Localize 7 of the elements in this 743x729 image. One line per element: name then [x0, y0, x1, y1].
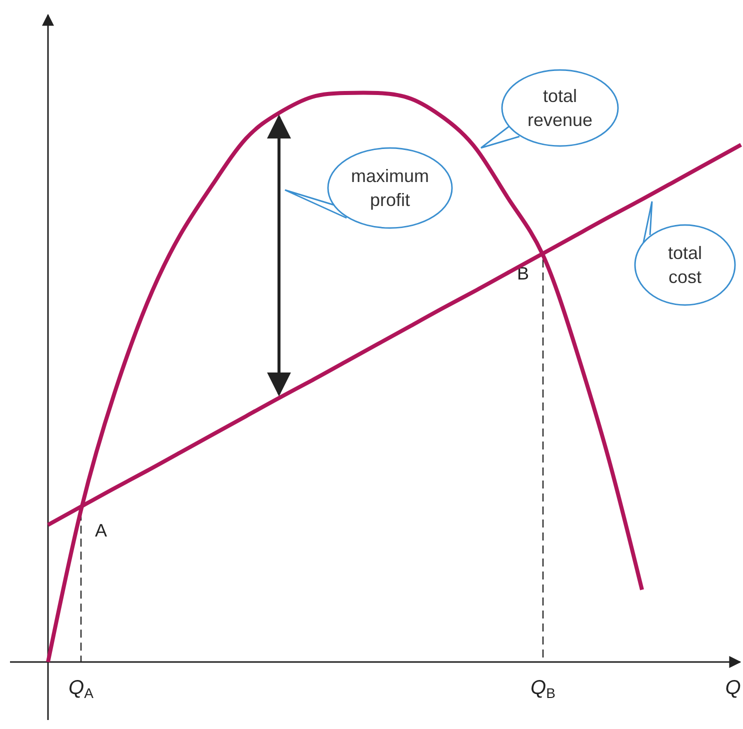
x-tick-label: Q$_{A}$: [68, 677, 94, 702]
text: total revenue: [527, 86, 593, 130]
text: total cost: [668, 243, 702, 287]
annotation: A: [95, 520, 108, 541]
x-tick-label: Q$_{B}$: [530, 677, 556, 702]
annotation: maximum profit: [350, 166, 430, 210]
x-axis-title: Q: [725, 677, 741, 699]
